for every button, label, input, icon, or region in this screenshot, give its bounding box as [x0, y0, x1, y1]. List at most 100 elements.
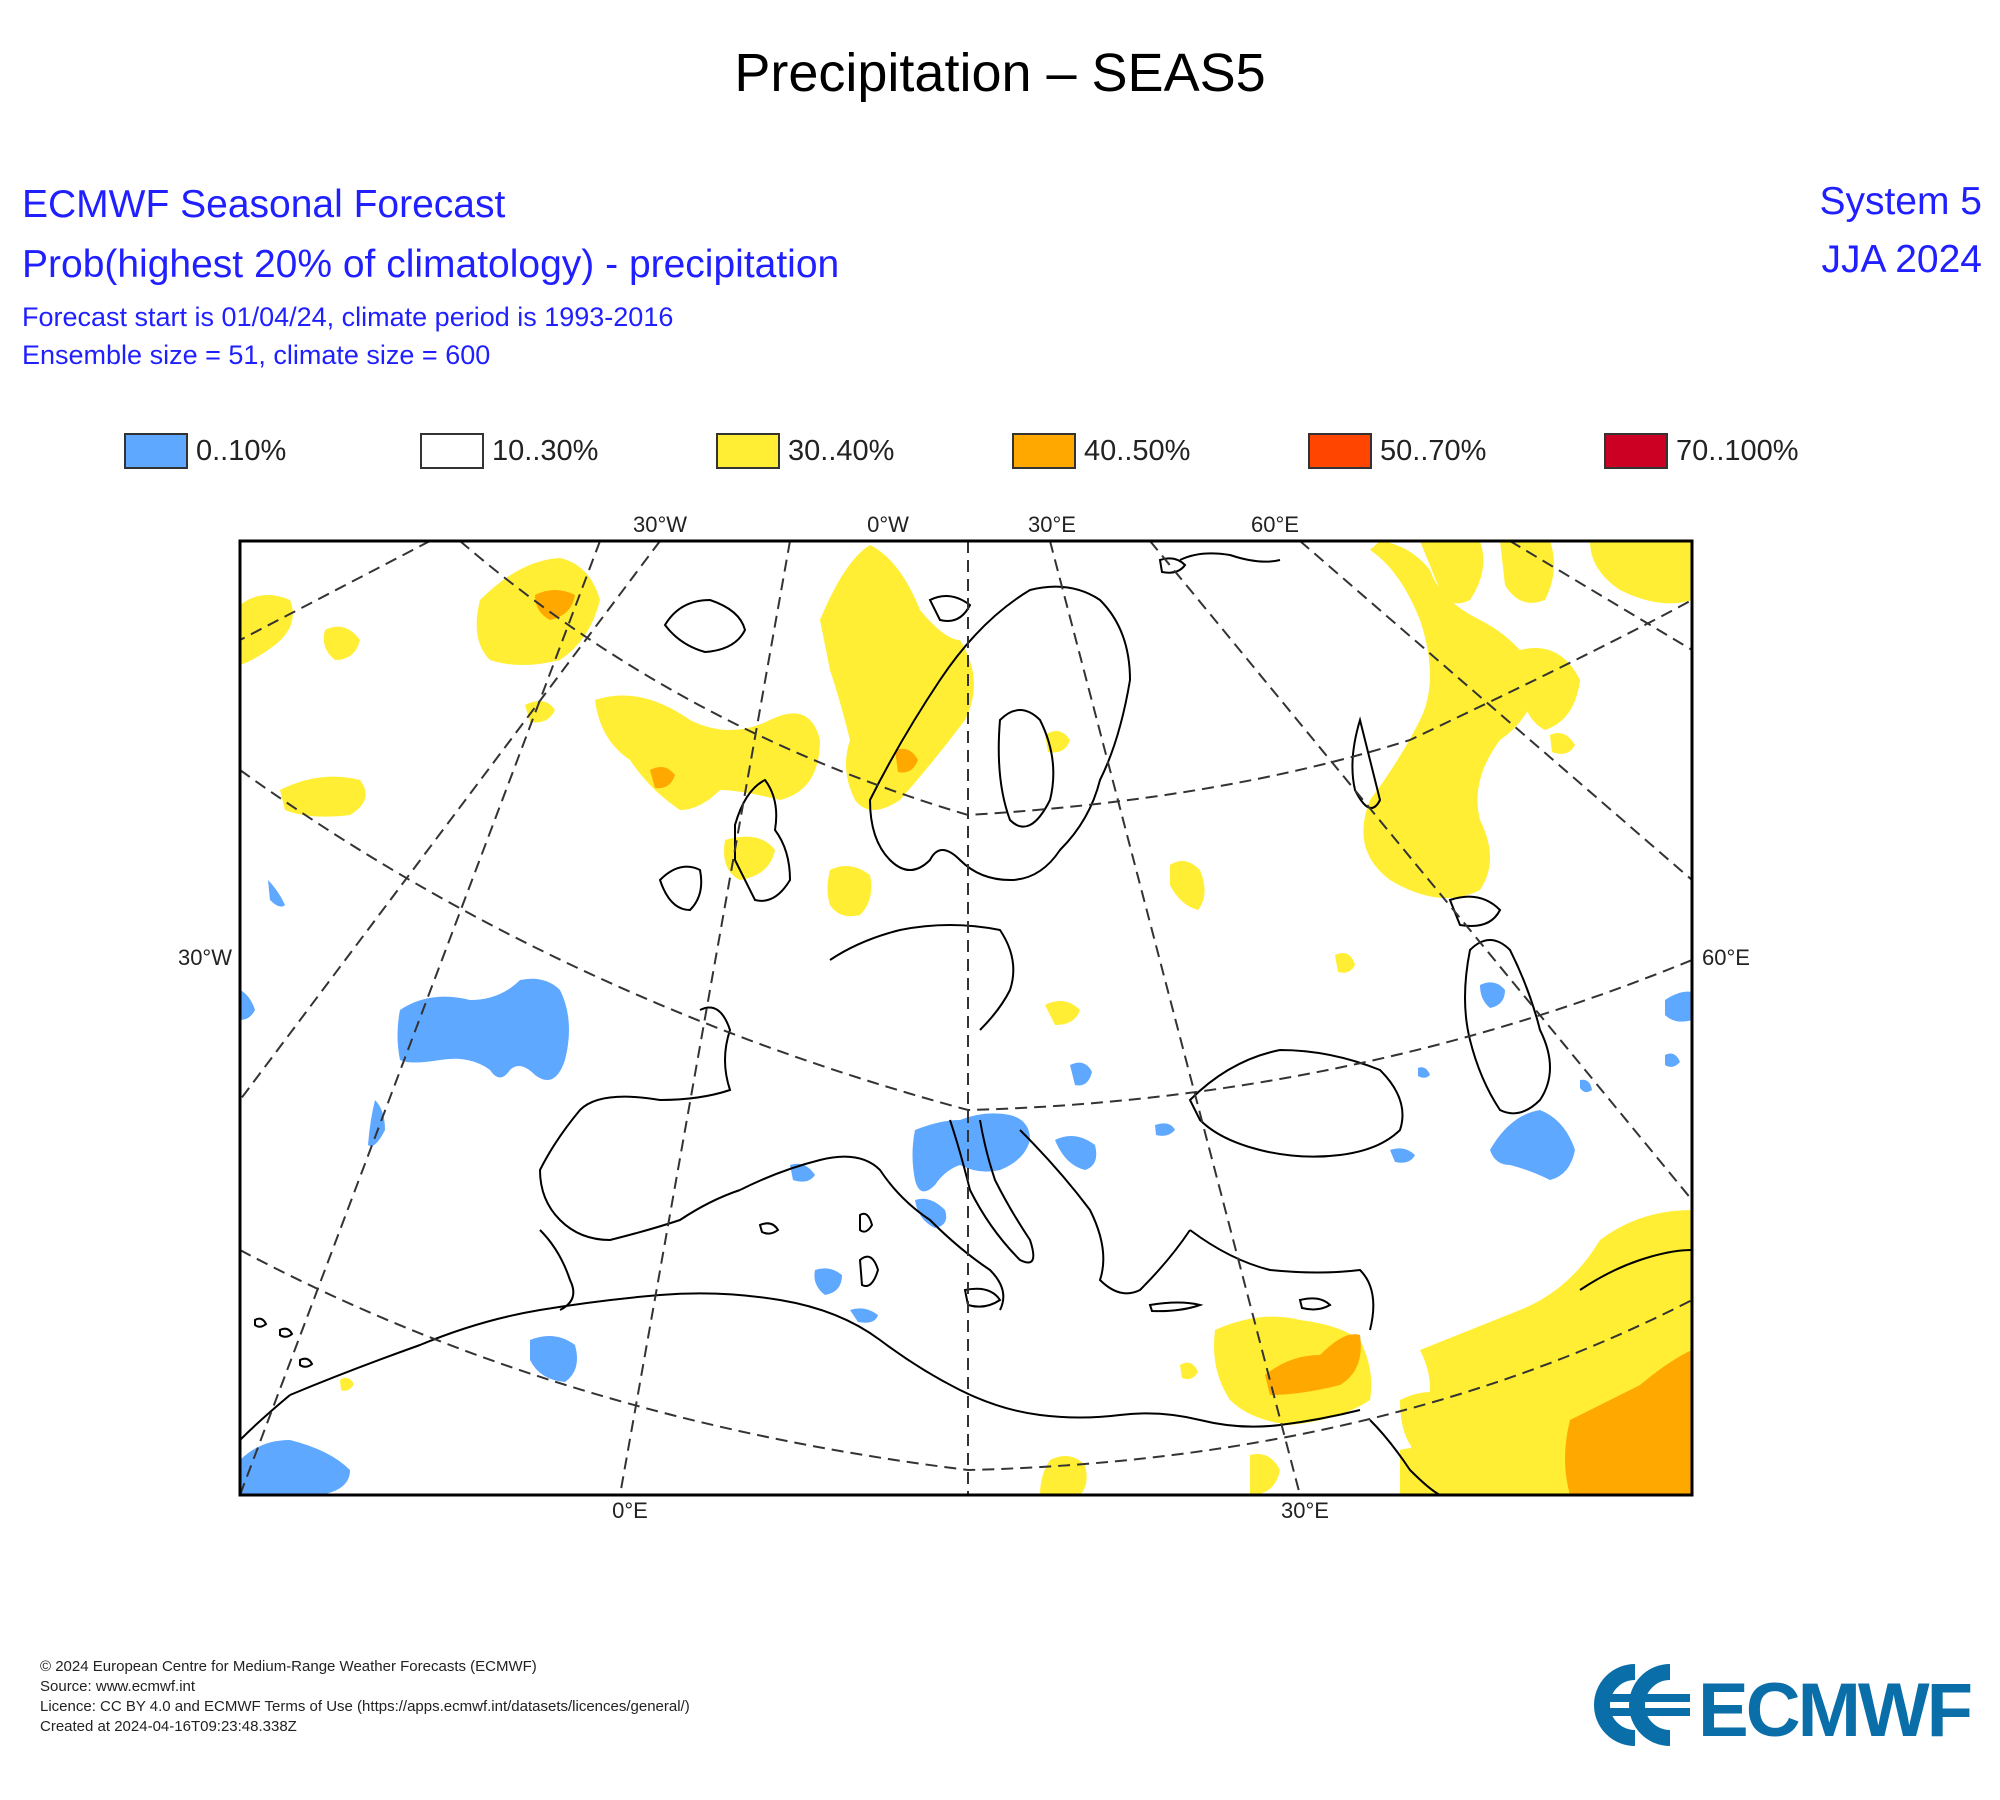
label-bottom-30e: 30°E	[1281, 1498, 1329, 1523]
coast-africa-n	[289, 1292, 1361, 1428]
parallel-low	[240, 1249, 1692, 1472]
label-right-60e: 60°E	[1702, 945, 1750, 970]
forecast-title: ECMWF Seasonal Forecast	[22, 183, 506, 226]
blue-region-iran	[1490, 1110, 1575, 1180]
yellow-region-siberia-ne	[1500, 541, 1554, 603]
blue-region-small-6	[1418, 1067, 1430, 1078]
legend-item-40-50: 40..50%	[1012, 430, 1190, 472]
blue-region-sardinia	[814, 1268, 842, 1295]
legend-swatch-50-70	[1308, 433, 1372, 469]
label-top-30e: 30°E	[1028, 512, 1076, 537]
yellow-region-ural	[1363, 541, 1540, 898]
label-top-30w: 30°W	[633, 512, 687, 537]
coast-britain	[734, 778, 792, 902]
coast-cyprus	[1298, 1297, 1332, 1311]
map-content	[240, 541, 1692, 1495]
blue-region-small-1	[790, 1163, 815, 1182]
orange-region-turkey	[1265, 1334, 1361, 1395]
legend-item-30-40: 30..40%	[716, 430, 894, 472]
blue-region-italy-n	[912, 1113, 1030, 1192]
yellow-region-africa-n	[1040, 1456, 1087, 1495]
legend-label-70-100: 70..100%	[1676, 434, 1799, 467]
label-top-60e: 60°E	[1251, 512, 1299, 537]
coast-europe-w	[829, 924, 1015, 1031]
legend-item-10-30: 10..30%	[420, 430, 598, 472]
forecast-subtitle: Prob(highest 20% of climatology) - preci…	[22, 243, 840, 286]
footer-licence: Licence: CC BY 4.0 and ECMWF Terms of Us…	[40, 1698, 690, 1715]
ensemble-info: Ensemble size = 51, climate size = 600	[22, 340, 491, 370]
label-bottom-0e: 0°E	[612, 1498, 648, 1523]
legend-label-0-10: 0..10%	[196, 434, 287, 467]
yellow-region-ireland-n	[724, 836, 775, 880]
blue-region-small-3	[1665, 1053, 1680, 1067]
coast-azores-1	[254, 1317, 268, 1328]
page-title: Precipitation – SEAS5	[734, 43, 1266, 103]
yellow-region-small-6	[1335, 952, 1355, 973]
yellow-region-siberia-mid	[1519, 648, 1580, 730]
meridian-far-w	[240, 541, 431, 641]
yellow-region-labrador-s	[280, 776, 366, 817]
coastlines	[240, 552, 1692, 1495]
coast-africa-w	[240, 1394, 291, 1441]
blue-region-sicily	[850, 1308, 878, 1323]
meridian-30w	[240, 541, 661, 1101]
blue-region-atlantic-central	[397, 978, 569, 1080]
yellow-region-caspian-n	[1170, 865, 1195, 889]
blue-region-atlantic-w	[240, 990, 255, 1020]
coast-france-spain	[538, 1006, 741, 1242]
blue-region-small-5	[1390, 1148, 1415, 1163]
blue-region-caspian	[1480, 982, 1505, 1008]
legend-label-30-40: 30..40%	[788, 434, 895, 467]
parallel-high	[459, 541, 1692, 817]
orange-region-faroe	[650, 766, 675, 789]
blue-region-kazakh-e	[1665, 991, 1692, 1022]
blue-region-algeria	[530, 1336, 578, 1382]
legend-item-70-100: 70..100%	[1604, 430, 1799, 472]
orange-region-norway	[895, 748, 918, 773]
orange-region-iceland-s	[535, 590, 575, 620]
coast-scandinavia	[868, 585, 1132, 882]
blue-region-italy-w	[915, 1198, 947, 1228]
coast-balkans-greece	[1019, 1129, 1191, 1295]
legend-swatch-40-50	[1012, 433, 1076, 469]
footer-source: Source: www.ecmwf.int	[40, 1678, 196, 1695]
legend-item-0-10: 0..10%	[124, 430, 286, 472]
meridian-60e	[1149, 541, 1692, 1201]
graticule	[240, 541, 1692, 1495]
meridian-30e	[1049, 541, 1301, 1495]
ecmwf-logo: ECMWF	[1594, 1664, 1974, 1750]
legend-label-10-30: 10..30%	[492, 434, 599, 467]
ecmwf-logo-text: ECMWF	[1698, 1668, 1971, 1750]
yellow-region-small-4	[1045, 731, 1070, 753]
coast-black-sea	[1188, 1048, 1404, 1158]
orange-region-middle-east	[1565, 1350, 1692, 1495]
meridian-0w	[619, 541, 791, 1495]
map-frame	[238, 539, 1694, 1497]
yellow-region-arabia-n	[1400, 1392, 1470, 1460]
coast-morocco	[539, 1229, 575, 1311]
precip-40-50-regions	[535, 590, 1692, 1495]
label-left-30w: 30°W	[178, 945, 232, 970]
legend-item-50-70: 50..70%	[1308, 430, 1486, 472]
yellow-region-north-atlantic-w	[240, 595, 293, 665]
coast-caspian	[1464, 939, 1551, 1115]
blue-region-atlantic-small	[368, 1100, 385, 1146]
parallel-mid	[240, 769, 1692, 1112]
legend-swatch-30-40	[716, 433, 780, 469]
yellow-region-norway-sea	[820, 545, 974, 810]
coast-iceland	[663, 598, 747, 654]
yellow-region-small-3	[827, 866, 872, 917]
blue-region-africa-w	[240, 1440, 350, 1495]
coast-corsica	[859, 1212, 874, 1233]
coast-crete	[1148, 1301, 1204, 1313]
yellow-region-small-1	[323, 626, 360, 660]
forecast-start-info: Forecast start is 01/04/24, climate peri…	[22, 302, 674, 332]
system-label: System 5	[1819, 180, 1982, 223]
blue-region-small-4	[1580, 1079, 1592, 1093]
coast-canary-1	[299, 1357, 314, 1368]
yellow-region-siberia-n	[1420, 541, 1484, 604]
coast-franz-josef	[1158, 557, 1187, 574]
coast-baltic	[997, 709, 1055, 828]
coast-russia-n	[1179, 552, 1281, 563]
coast-balearic	[758, 1222, 780, 1235]
